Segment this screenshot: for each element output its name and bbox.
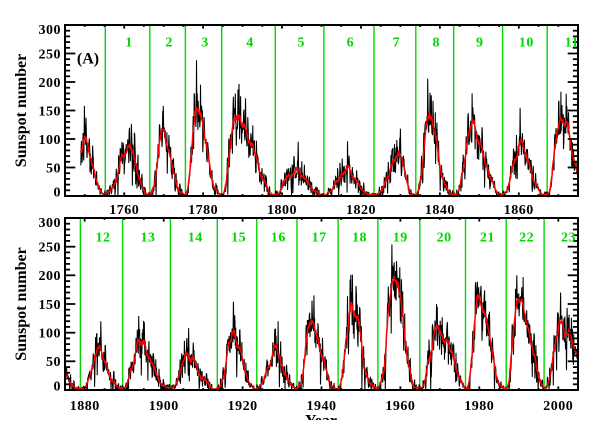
svg-text:9: 9 bbox=[476, 36, 484, 51]
svg-text:300: 300 bbox=[39, 23, 62, 38]
svg-text:10: 10 bbox=[519, 36, 534, 51]
svg-text:14: 14 bbox=[188, 231, 203, 246]
svg-text:50: 50 bbox=[46, 161, 61, 176]
svg-text:1800: 1800 bbox=[267, 203, 297, 218]
svg-text:19: 19 bbox=[393, 231, 408, 246]
svg-text:11: 11 bbox=[565, 36, 579, 51]
svg-text:15: 15 bbox=[231, 231, 246, 246]
svg-text:22: 22 bbox=[519, 231, 534, 246]
svg-text:1760: 1760 bbox=[109, 203, 139, 218]
svg-text:200: 200 bbox=[39, 269, 62, 284]
svg-text:17: 17 bbox=[312, 231, 327, 246]
svg-text:(A): (A) bbox=[77, 51, 99, 68]
svg-text:18: 18 bbox=[352, 231, 367, 246]
svg-text:0: 0 bbox=[54, 380, 62, 395]
svg-text:1780: 1780 bbox=[188, 203, 218, 218]
svg-text:21: 21 bbox=[480, 231, 495, 246]
svg-text:1960: 1960 bbox=[385, 399, 415, 414]
svg-text:150: 150 bbox=[39, 104, 62, 119]
svg-text:7: 7 bbox=[393, 36, 401, 51]
svg-text:2: 2 bbox=[165, 36, 173, 51]
svg-text:12: 12 bbox=[96, 231, 111, 246]
svg-text:20: 20 bbox=[437, 231, 452, 246]
svg-text:300: 300 bbox=[39, 216, 62, 231]
svg-text:1980: 1980 bbox=[464, 399, 494, 414]
svg-text:13: 13 bbox=[141, 231, 156, 246]
svg-text:250: 250 bbox=[39, 241, 62, 256]
svg-text:6: 6 bbox=[347, 36, 355, 51]
svg-text:1: 1 bbox=[125, 36, 133, 51]
svg-text:23: 23 bbox=[561, 231, 576, 246]
svg-text:150: 150 bbox=[39, 298, 62, 313]
svg-text:200: 200 bbox=[39, 76, 62, 91]
svg-text:16: 16 bbox=[271, 231, 286, 246]
svg-text:1900: 1900 bbox=[149, 399, 179, 414]
svg-text:4: 4 bbox=[246, 36, 254, 51]
svg-text:2000: 2000 bbox=[543, 399, 573, 414]
svg-text:5: 5 bbox=[297, 36, 305, 51]
svg-text:1940: 1940 bbox=[307, 399, 337, 414]
svg-text:1920: 1920 bbox=[228, 399, 258, 414]
svg-text:1820: 1820 bbox=[346, 203, 376, 218]
svg-text:Year: Year bbox=[305, 413, 337, 421]
svg-text:0: 0 bbox=[54, 186, 62, 201]
svg-text:100: 100 bbox=[39, 327, 62, 342]
svg-text:250: 250 bbox=[39, 47, 62, 62]
svg-text:Sunspot number: Sunspot number bbox=[13, 54, 30, 167]
svg-text:1880: 1880 bbox=[70, 399, 100, 414]
svg-text:3: 3 bbox=[201, 36, 209, 51]
svg-text:1860: 1860 bbox=[504, 203, 534, 218]
svg-text:Sunspot number: Sunspot number bbox=[13, 247, 30, 360]
svg-text:1840: 1840 bbox=[425, 203, 455, 218]
svg-text:8: 8 bbox=[433, 36, 441, 51]
svg-text:100: 100 bbox=[39, 133, 62, 148]
svg-text:50: 50 bbox=[46, 355, 61, 370]
